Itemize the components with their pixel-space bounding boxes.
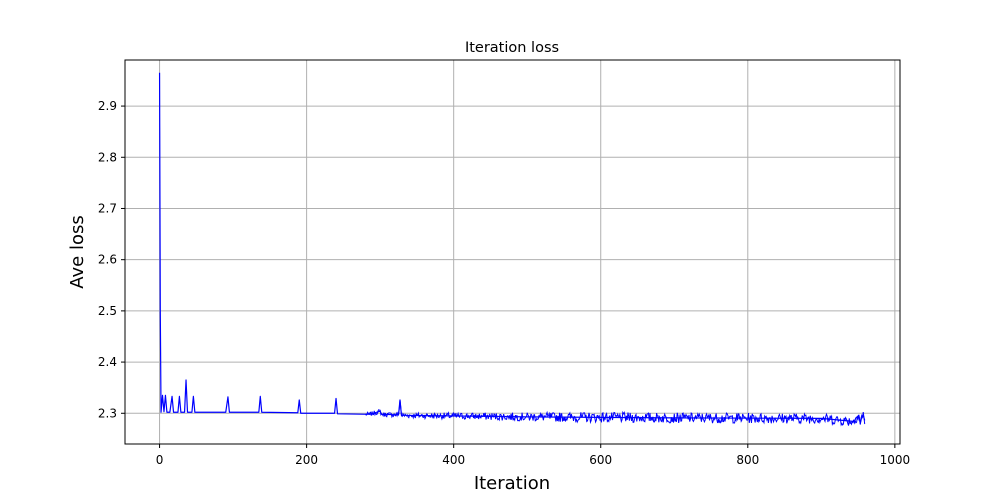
x-axis: 0 200 400 600 800 1000 xyxy=(156,444,910,467)
y-tick-label: 2.9 xyxy=(98,99,117,113)
x-tick-label: 1000 xyxy=(880,453,911,467)
chart-title: Iteration loss xyxy=(465,40,559,56)
y-tick-label: 2.7 xyxy=(98,201,117,215)
x-tick-label: 200 xyxy=(295,453,318,467)
x-tick-label: 400 xyxy=(442,453,465,467)
x-axis-title: Iteration xyxy=(474,473,550,494)
axes-frame xyxy=(124,59,901,445)
loss-noise-line xyxy=(365,400,866,427)
y-tick-label: 2.6 xyxy=(98,253,117,267)
y-tick-label: 2.8 xyxy=(98,150,117,164)
x-tick-label: 0 xyxy=(156,453,164,467)
x-tick-label: 600 xyxy=(589,453,612,467)
y-tick-label: 2.3 xyxy=(98,406,117,420)
grid xyxy=(125,60,900,444)
x-tick-label: 800 xyxy=(736,453,759,467)
y-tick-label: 2.5 xyxy=(98,304,117,318)
y-tick-label: 2.4 xyxy=(98,355,117,369)
plot-area xyxy=(158,72,866,425)
y-axis-title: Ave loss xyxy=(67,215,88,288)
loss-series-line xyxy=(158,72,866,425)
y-axis: 2.3 2.4 2.5 2.6 2.7 2.8 2.9 xyxy=(98,99,125,420)
loss-noise xyxy=(365,400,866,427)
